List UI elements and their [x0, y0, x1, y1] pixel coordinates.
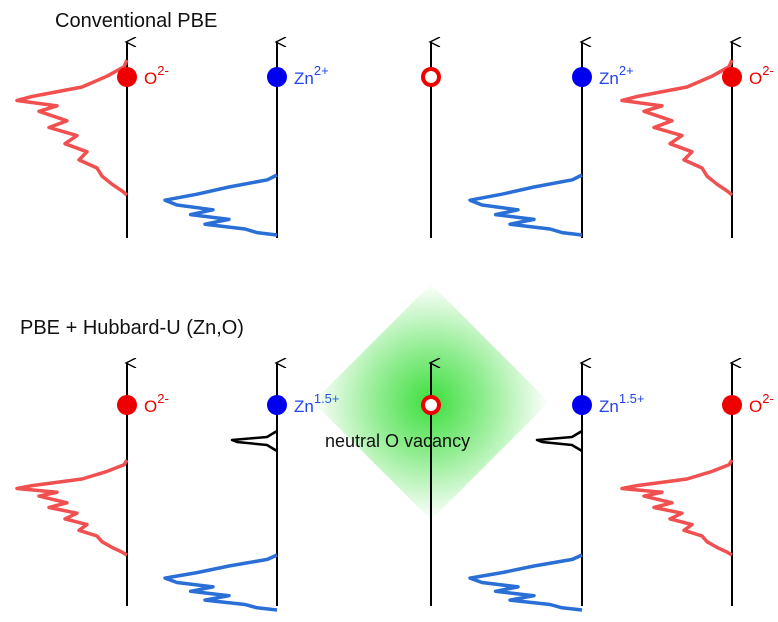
oxygen-dos-curve	[620, 459, 734, 557]
zinc-atom-icon	[267, 395, 287, 415]
zinc-dos-curve	[163, 553, 278, 612]
column-vacancy	[421, 42, 441, 238]
zinc-atom-icon	[572, 67, 592, 87]
oxygen-dos-curve	[620, 59, 734, 197]
column-zinc: Zn2+	[468, 42, 634, 238]
zinc-dos-curve	[468, 173, 583, 237]
ion-symbol: Zn	[294, 69, 314, 88]
panel-2: PBE + Hubbard-U (Zn,O)O2-Zn1.5+Zn1.5+O2-…	[15, 284, 774, 612]
zinc-atom-icon	[267, 67, 287, 87]
ion-charge: 2-	[157, 391, 169, 406]
zinc-ion-label: Zn1.5+	[599, 391, 645, 416]
column-zinc: Zn1.5+	[468, 363, 645, 612]
oxygen-atom-icon	[117, 395, 137, 415]
oxygen-atom-icon	[117, 67, 137, 87]
ion-charge: 2+	[619, 63, 634, 78]
zinc-ion-label: Zn2+	[294, 63, 329, 88]
vacancy-label: neutral O vacancy	[325, 431, 470, 451]
ion-symbol: O	[144, 69, 157, 88]
ion-symbol: Zn	[599, 69, 619, 88]
panel-title: Conventional PBE	[55, 10, 217, 32]
oxygen-vacancy-icon	[421, 67, 441, 87]
oxygen-ion-label: O2-	[144, 63, 169, 88]
ion-symbol: Zn	[599, 397, 619, 416]
oxygen-ion-label: O2-	[749, 391, 774, 416]
ion-charge: 2+	[314, 63, 329, 78]
ion-symbol: O	[144, 397, 157, 416]
oxygen-vacancy-icon	[421, 395, 441, 415]
ion-charge: 2-	[762, 391, 774, 406]
oxygen-ion-label: O2-	[749, 63, 774, 88]
defect-state-curve	[230, 429, 278, 453]
ion-symbol: O	[749, 69, 762, 88]
panel-title: PBE + Hubbard-U (Zn,O)	[20, 317, 244, 339]
column-oxygen: O2-	[15, 363, 169, 606]
column-vacancy	[313, 284, 549, 606]
oxygen-dos-curve	[15, 59, 129, 197]
oxygen-atom-icon	[722, 67, 742, 87]
ion-charge: 1.5+	[619, 391, 645, 406]
column-oxygen: O2-	[620, 363, 774, 606]
defect-state-curve	[535, 429, 583, 453]
ion-symbol: O	[749, 397, 762, 416]
column-zinc: Zn2+	[163, 42, 329, 238]
zinc-ion-label: Zn2+	[599, 63, 634, 88]
zinc-dos-curve	[163, 173, 278, 237]
column-oxygen: O2-	[620, 42, 774, 238]
zinc-atom-icon	[572, 395, 592, 415]
column-zinc: Zn1.5+	[163, 363, 340, 612]
zinc-dos-curve	[468, 553, 583, 612]
ion-charge: 2-	[157, 63, 169, 78]
oxygen-dos-curve	[15, 459, 129, 557]
ion-symbol: Zn	[294, 397, 314, 416]
oxygen-atom-icon	[722, 395, 742, 415]
oxygen-ion-label: O2-	[144, 391, 169, 416]
column-oxygen: O2-	[15, 42, 169, 238]
ion-charge: 2-	[762, 63, 774, 78]
